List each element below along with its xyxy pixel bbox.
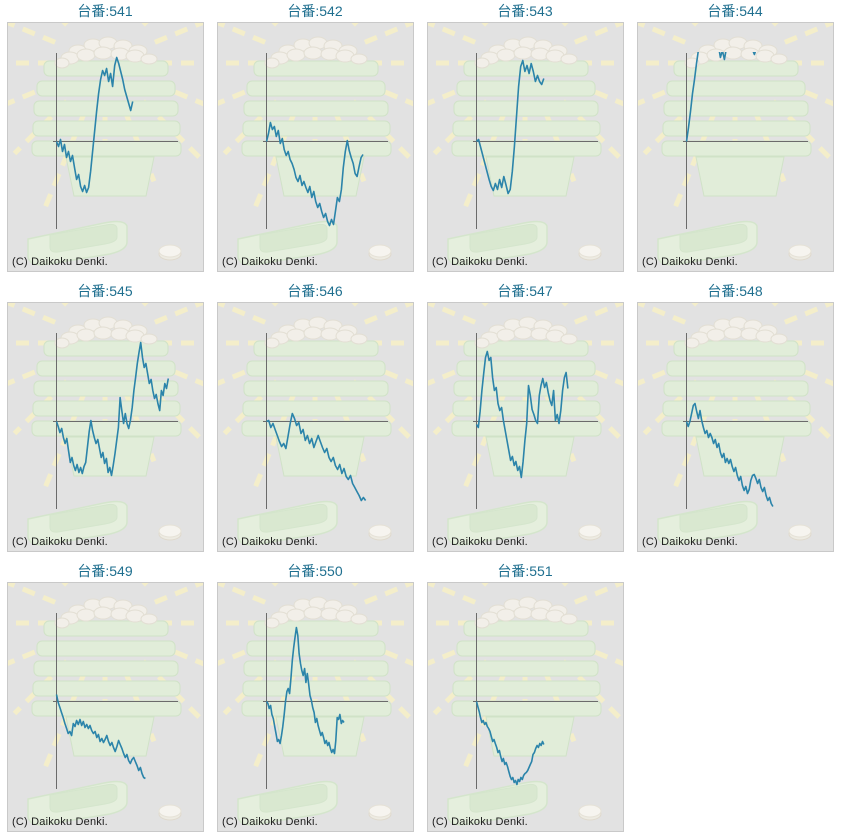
payout-chart (638, 23, 833, 271)
data-line (475, 59, 545, 195)
payout-chart (8, 583, 203, 831)
chart-panel: (C) Daikoku Denki. (637, 22, 834, 272)
copyright-label: (C) Daikoku Denki. (642, 256, 738, 268)
payout-chart (218, 583, 413, 831)
copyright-label: (C) Daikoku Denki. (222, 256, 318, 268)
payout-chart (428, 23, 623, 271)
machine-watermark (218, 23, 413, 265)
payout-chart (638, 303, 833, 551)
data-line (685, 402, 774, 507)
machine-watermark (8, 583, 203, 825)
machine-watermark (8, 23, 203, 265)
copyright-label: (C) Daikoku Denki. (432, 256, 528, 268)
machine-number-title: 台番:548 (707, 283, 763, 299)
copyright-label: (C) Daikoku Denki. (12, 816, 108, 828)
data-line (266, 412, 367, 502)
chart-panel: (C) Daikoku Denki. (217, 582, 414, 832)
data-line (55, 341, 170, 477)
copyright-label: (C) Daikoku Denki. (432, 816, 528, 828)
payout-chart (428, 303, 623, 551)
machine-number-title: 台番:547 (497, 283, 553, 299)
copyright-label: (C) Daikoku Denki. (432, 536, 528, 548)
machine-number-title: 台番:546 (287, 283, 343, 299)
data-line (475, 350, 569, 479)
machine-watermark (638, 303, 833, 545)
machine-chart-cell[interactable]: 台番:541 (C) Daikoku Denki. (0, 0, 210, 280)
payout-chart (218, 23, 413, 271)
payout-chart (218, 303, 413, 551)
machine-chart-cell[interactable]: 台番:542 (C) Daikoku Denki. (210, 0, 420, 280)
machine-chart-cell[interactable]: 台番:548 (C) Daikoku Denki. (630, 280, 840, 560)
machine-chart-cell[interactable]: 台番:545 (C) Daikoku Denki. (0, 280, 210, 560)
copyright-label: (C) Daikoku Denki. (222, 536, 318, 548)
machine-chart-cell[interactable]: 台番:551 (C) Daikoku Denki. (420, 560, 630, 840)
machine-chart-cell[interactable]: 台番:547 (C) Daikoku Denki. (420, 280, 630, 560)
chart-panel: (C) Daikoku Denki. (217, 22, 414, 272)
machine-watermark (428, 23, 623, 265)
copyright-label: (C) Daikoku Denki. (12, 256, 108, 268)
data-line (265, 626, 345, 755)
machine-number-title: 台番:544 (707, 3, 763, 19)
machine-watermark (428, 583, 623, 825)
machine-number-title: 台番:550 (287, 563, 343, 579)
payout-chart (8, 303, 203, 551)
data-line (685, 52, 757, 142)
machine-number-title: 台番:545 (77, 283, 133, 299)
machine-number-title: 台番:543 (497, 3, 553, 19)
data-line (475, 701, 545, 786)
machine-number-title: 台番:549 (77, 563, 133, 579)
machine-number-title: 台番:541 (77, 3, 133, 19)
machine-watermark (428, 303, 623, 545)
machine-watermark (218, 303, 413, 545)
copyright-label: (C) Daikoku Denki. (642, 536, 738, 548)
chart-panel: (C) Daikoku Denki. (637, 302, 834, 552)
payout-chart (8, 23, 203, 271)
copyright-label: (C) Daikoku Denki. (12, 536, 108, 548)
data-line (265, 121, 364, 227)
copyright-label: (C) Daikoku Denki. (222, 816, 318, 828)
machine-chart-cell[interactable]: 台番:543 (C) Daikoku Denki. (420, 0, 630, 280)
chart-panel: (C) Daikoku Denki. (7, 582, 204, 832)
machine-number-title: 台番:542 (287, 3, 343, 19)
chart-panel: (C) Daikoku Denki. (427, 302, 624, 552)
machine-watermark (638, 23, 833, 265)
machine-chart-cell[interactable]: 台番:550 (C) Daikoku Denki. (210, 560, 420, 840)
data-line (55, 694, 146, 780)
machine-number-title: 台番:551 (497, 563, 553, 579)
chart-panel: (C) Daikoku Denki. (217, 302, 414, 552)
chart-panel: (C) Daikoku Denki. (427, 22, 624, 272)
machine-chart-cell[interactable]: 台番:546 (C) Daikoku Denki. (210, 280, 420, 560)
payout-chart (428, 583, 623, 831)
data-line (55, 56, 134, 194)
machine-chart-cell[interactable]: 台番:544 (C) Daikoku Denki. (630, 0, 840, 280)
machine-watermark (218, 583, 413, 825)
chart-panel: (C) Daikoku Denki. (7, 22, 204, 272)
chart-panel: (C) Daikoku Denki. (427, 582, 624, 832)
machine-chart-cell[interactable]: 台番:549 (C) Daikoku Denki. (0, 560, 210, 840)
chart-panel: (C) Daikoku Denki. (7, 302, 204, 552)
machine-watermark (8, 303, 203, 545)
